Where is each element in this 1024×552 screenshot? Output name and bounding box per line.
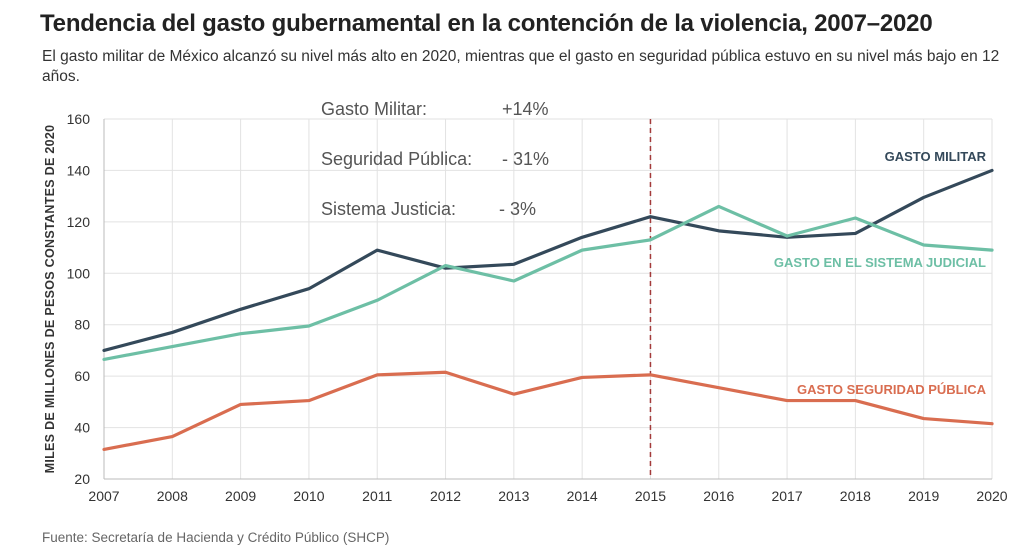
annotation-label: Sistema Justicia: <box>321 199 456 219</box>
y-tick-label: 60 <box>74 368 90 384</box>
series-lines <box>102 168 994 452</box>
x-tick-label: 2019 <box>908 488 939 504</box>
y-tick-label: 20 <box>74 471 90 487</box>
series-line-1 <box>102 204 994 362</box>
x-tick-label: 2013 <box>498 488 529 504</box>
y-tick-label: 120 <box>67 214 91 230</box>
y-tick-label: 140 <box>67 162 91 178</box>
annotation-value: - 31% <box>502 149 549 169</box>
y-tick-label: 160 <box>67 111 91 127</box>
grid <box>103 118 993 480</box>
x-tick-label: 2009 <box>225 488 256 504</box>
annotation-value: - 3% <box>499 199 536 219</box>
series-label-1: GASTO EN EL SISTEMA JUDICIAL <box>774 255 986 270</box>
y-tick-label: 80 <box>74 317 90 333</box>
annotation-label: Gasto Militar: <box>321 99 427 119</box>
annotation-value: +14% <box>502 99 549 119</box>
x-tick-label: 2011 <box>362 488 392 504</box>
chart-subtitle: El gasto militar de México alcanzó su ni… <box>42 48 1000 85</box>
source-note: Fuente: Secretaría de Hacienda y Crédito… <box>42 530 390 545</box>
annotation-label: Seguridad Pública: <box>321 149 472 169</box>
x-tick-labels: 2007 2008 2009 2010 2011 2012 2013 2014 2015 2016… <box>88 488 1007 504</box>
chart-title: Tendencia del gasto gubernamental en la … <box>40 10 933 37</box>
series-line-0 <box>102 168 994 353</box>
x-tick-label: 2016 <box>703 488 734 504</box>
series-label-0: GASTO MILITAR <box>885 149 987 164</box>
x-tick-label: 2014 <box>567 488 598 504</box>
y-tick-labels: 20 40 60 80 100 120 140 160 <box>67 111 91 487</box>
y-axis-label: MILES DE MILLONES DE PESOS CONSTANTES DE… <box>43 125 57 474</box>
x-tick-label: 2008 <box>157 488 188 504</box>
y-tick-label: 40 <box>74 420 90 436</box>
series-labels: GASTO MILITAR GASTO EN EL SISTEMA JUDICIA… <box>774 149 987 397</box>
x-tick-label: 2020 <box>976 488 1007 504</box>
x-tick-label: 2012 <box>430 488 461 504</box>
series-line-2 <box>102 370 994 452</box>
x-tick-label: 2010 <box>293 488 324 504</box>
x-tick-label: 2007 <box>88 488 119 504</box>
y-tick-label: 100 <box>67 265 91 281</box>
series-label-2: GASTO SEGURIDAD PÚBLICA <box>797 382 987 397</box>
x-tick-label: 2017 <box>771 488 802 504</box>
x-tick-label: 2018 <box>840 488 871 504</box>
annotations: Gasto Militar: +14% Seguridad Pública: - 31… <box>321 99 549 219</box>
x-tick-label: 2015 <box>635 488 666 504</box>
